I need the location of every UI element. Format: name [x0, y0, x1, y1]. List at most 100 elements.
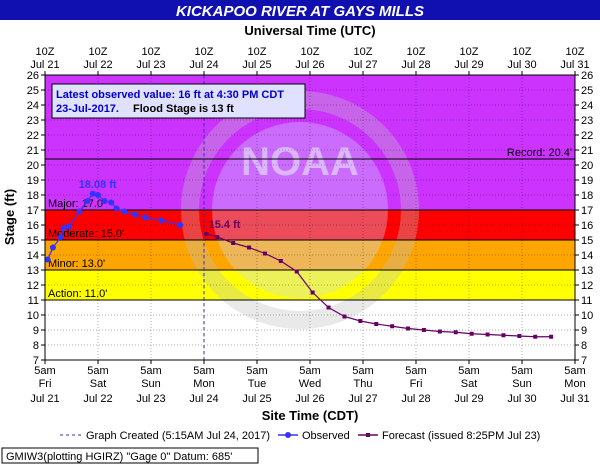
y-tick-label-5: 12: [27, 280, 39, 292]
y-tick-label-0: 7: [33, 355, 39, 367]
bottom-tick-dow-9: Sun: [512, 378, 532, 390]
bottom-tick-time-1: 5am: [87, 365, 108, 377]
forecast-point-1: [215, 235, 220, 239]
watermark-text: NOAA: [241, 140, 359, 184]
bottom-tick-day-9: Jul 30: [507, 393, 536, 405]
first-forecast-label: 15.4 ft: [209, 219, 241, 231]
bottom-tick-day-5: Jul 26: [295, 393, 324, 405]
forecast-point-10: [358, 319, 363, 323]
forecast-point-18: [485, 332, 490, 337]
top-tick-time-0: 10Z: [36, 46, 55, 58]
top-tick-day-10: Jul 31: [560, 59, 589, 71]
bottom-tick-day-6: Jul 27: [348, 393, 377, 405]
observed-series: [44, 190, 184, 263]
y-tick-label-right-18: 25: [581, 85, 593, 97]
y-tick-label-right-14: 21: [581, 145, 593, 157]
y-tick-label-right-0: 7: [581, 355, 587, 367]
threshold-label-0: Action: 11.0': [48, 288, 107, 300]
observed-point-10: [108, 199, 115, 206]
bottom-tick-time-2: 5am: [140, 365, 161, 377]
forecast-point-7: [310, 290, 315, 295]
bottom-tick-day-10: Jul 31: [560, 393, 589, 405]
y-tick-label-1: 8: [33, 340, 39, 352]
bottom-tick-dow-0: Fri: [39, 378, 52, 390]
observed-point-6: [84, 198, 91, 204]
forecast-point-21: [533, 334, 538, 339]
y-tick-label-10: 17: [27, 205, 39, 217]
y-tick-label-right-10: 17: [581, 205, 593, 217]
bottom-tick-day-1: Jul 22: [83, 393, 112, 405]
top-tick-day-3: Jul 24: [189, 59, 218, 71]
threshold-label-1: Minor: 13.0': [48, 258, 105, 270]
observed-point-15: [158, 217, 165, 224]
bottom-tick-dow-6: Thu: [354, 378, 373, 390]
top-tick-time-1: 10Z: [89, 46, 108, 58]
bottom-tick-dow-4: Tue: [248, 378, 267, 390]
y-tick-label-right-19: 26: [581, 70, 593, 82]
observed-point-0: [44, 256, 51, 263]
y-tick-label-3: 10: [27, 310, 39, 322]
forecast-series: [204, 232, 554, 339]
y-tick-label-right-17: 24: [581, 100, 593, 112]
bottom-tick-day-7: Jul 28: [401, 393, 430, 405]
y-tick-label-right-13: 20: [581, 160, 593, 172]
bottom-tick-time-5: 5am: [299, 365, 320, 377]
top-tick-day-6: Jul 27: [348, 59, 377, 71]
x-axis-label: Site Time (CDT): [262, 408, 359, 423]
bottom-tick-time-0: 5am: [34, 365, 55, 377]
top-tick-day-0: Jul 21: [30, 59, 59, 71]
legend-observed: Observed: [302, 430, 350, 442]
y-tick-label-right-12: 19: [581, 175, 593, 187]
y-tick-label-right-9: 16: [581, 220, 593, 232]
y-tick-label-12: 19: [27, 175, 39, 187]
title-bar: [0, 0, 600, 20]
top-tick-time-8: 10Z: [460, 46, 479, 58]
bottom-tick-dow-10: Mon: [564, 378, 585, 390]
top-tick-time-7: 10Z: [407, 46, 426, 58]
forecast-point-12: [390, 324, 395, 329]
bottom-tick-day-8: Jul 29: [454, 393, 483, 405]
top-tick-time-2: 10Z: [142, 46, 161, 58]
y-tick-label-right-8: 15: [581, 235, 593, 247]
top-axis-title: Universal Time (UTC): [244, 23, 375, 38]
top-tick-day-4: Jul 25: [242, 59, 271, 71]
observed-point-3: [60, 225, 67, 231]
observed-point-2: [57, 234, 64, 240]
forecast-point-11: [374, 322, 379, 326]
y-tick-label-15: 22: [27, 130, 39, 142]
bottom-tick-time-8: 5am: [458, 365, 479, 377]
y-axis-ticks: 7 7 8 8 9 9 10 10 11 11 12 12 13 13 14 14 15 15 16 16 17 17 18…: [27, 70, 594, 367]
top-tick-day-8: Jul 29: [454, 59, 483, 71]
bottom-tick-day-0: Jul 21: [30, 393, 59, 405]
forecast-point-22: [549, 334, 554, 339]
forecast-point-16: [453, 330, 458, 335]
bottom-tick-dow-1: Sat: [90, 378, 107, 390]
y-tick-label-16: 23: [27, 115, 39, 127]
forecast-point-4: [262, 251, 267, 256]
top-tick-day-1: Jul 22: [83, 59, 112, 71]
y-tick-label-right-3: 10: [581, 310, 593, 322]
observed-point-9: [101, 198, 108, 204]
observed-point-11: [113, 205, 120, 212]
top-tick-time-3: 10Z: [195, 46, 214, 58]
forecast-point-19: [501, 333, 506, 338]
observed-point-4: [65, 223, 72, 230]
legend-forecast-swatch-dot: [366, 433, 370, 437]
observed-point-16: [177, 222, 184, 228]
bottom-tick-dow-5: Wed: [299, 378, 321, 390]
top-tick-time-6: 10Z: [354, 46, 373, 58]
top-tick-time-9: 10Z: [513, 46, 532, 58]
y-axis-label: Stage (ft): [2, 189, 17, 245]
forecast-point-20: [517, 334, 522, 338]
top-tick-day-9: Jul 30: [507, 59, 536, 71]
y-tick-label-right-16: 23: [581, 115, 593, 127]
threshold-label-3: Major: 17.0': [48, 198, 105, 210]
bottom-tick-time-7: 5am: [405, 365, 426, 377]
forecast-point-6: [294, 269, 299, 274]
legend-observed-swatch-dot: [285, 432, 291, 438]
y-tick-label-8: 15: [27, 235, 39, 247]
threshold-labels: Action: 11.0' Minor: 13.0' Moderate: 15.0'…: [45, 147, 575, 301]
top-tick-day-2: Jul 23: [136, 59, 165, 71]
bottom-tick-dow-7: Fri: [410, 378, 423, 390]
